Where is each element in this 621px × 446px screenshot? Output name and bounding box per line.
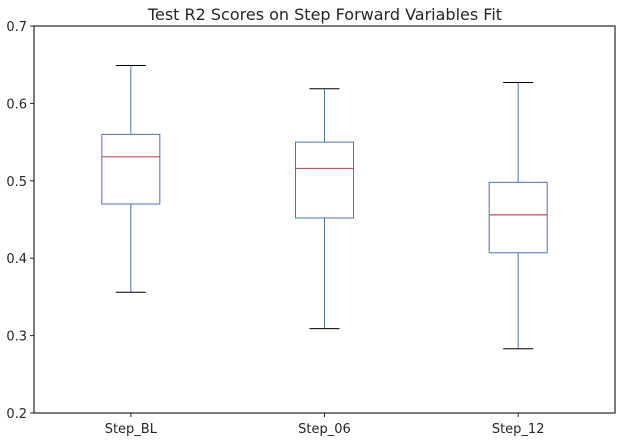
x-tick-label: Step_12: [492, 422, 545, 437]
box-iqr: [295, 141, 354, 219]
box-iqr: [488, 181, 548, 254]
box-iqr: [101, 133, 161, 205]
x-tick-label: Step_BL: [105, 422, 158, 437]
plot-area: 0.2 0.3 0.4 0.5 0.6 0.7 Step_BL Step_06 Step_12: [6, 20, 616, 437]
y-tick-label: 0.3: [6, 330, 27, 345]
y-tick-label: 0.2: [6, 407, 27, 422]
x-tick-label: Step_06: [298, 422, 351, 437]
y-tick-label: 0.7: [6, 20, 27, 35]
y-tick-label: 0.4: [6, 252, 27, 267]
chart-title: Test R2 Scores on Step Forward Variables…: [147, 5, 502, 24]
y-tick-label: 0.5: [6, 175, 27, 190]
y-tick-label: 0.6: [6, 97, 27, 112]
